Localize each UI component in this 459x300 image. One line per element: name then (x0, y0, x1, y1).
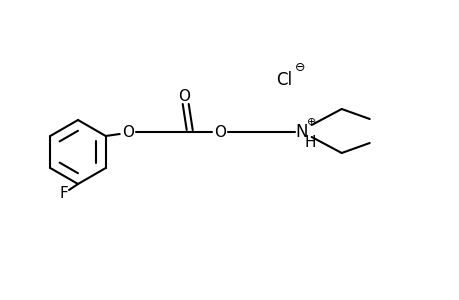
Text: N: N (295, 123, 307, 141)
Text: O: O (177, 88, 189, 104)
Text: F: F (60, 187, 68, 202)
Text: Cl: Cl (275, 71, 291, 89)
Text: O: O (213, 124, 225, 140)
Text: ⊖: ⊖ (294, 61, 304, 74)
Text: H: H (304, 134, 316, 149)
Text: O: O (122, 124, 134, 140)
Text: ⊕: ⊕ (306, 117, 316, 127)
